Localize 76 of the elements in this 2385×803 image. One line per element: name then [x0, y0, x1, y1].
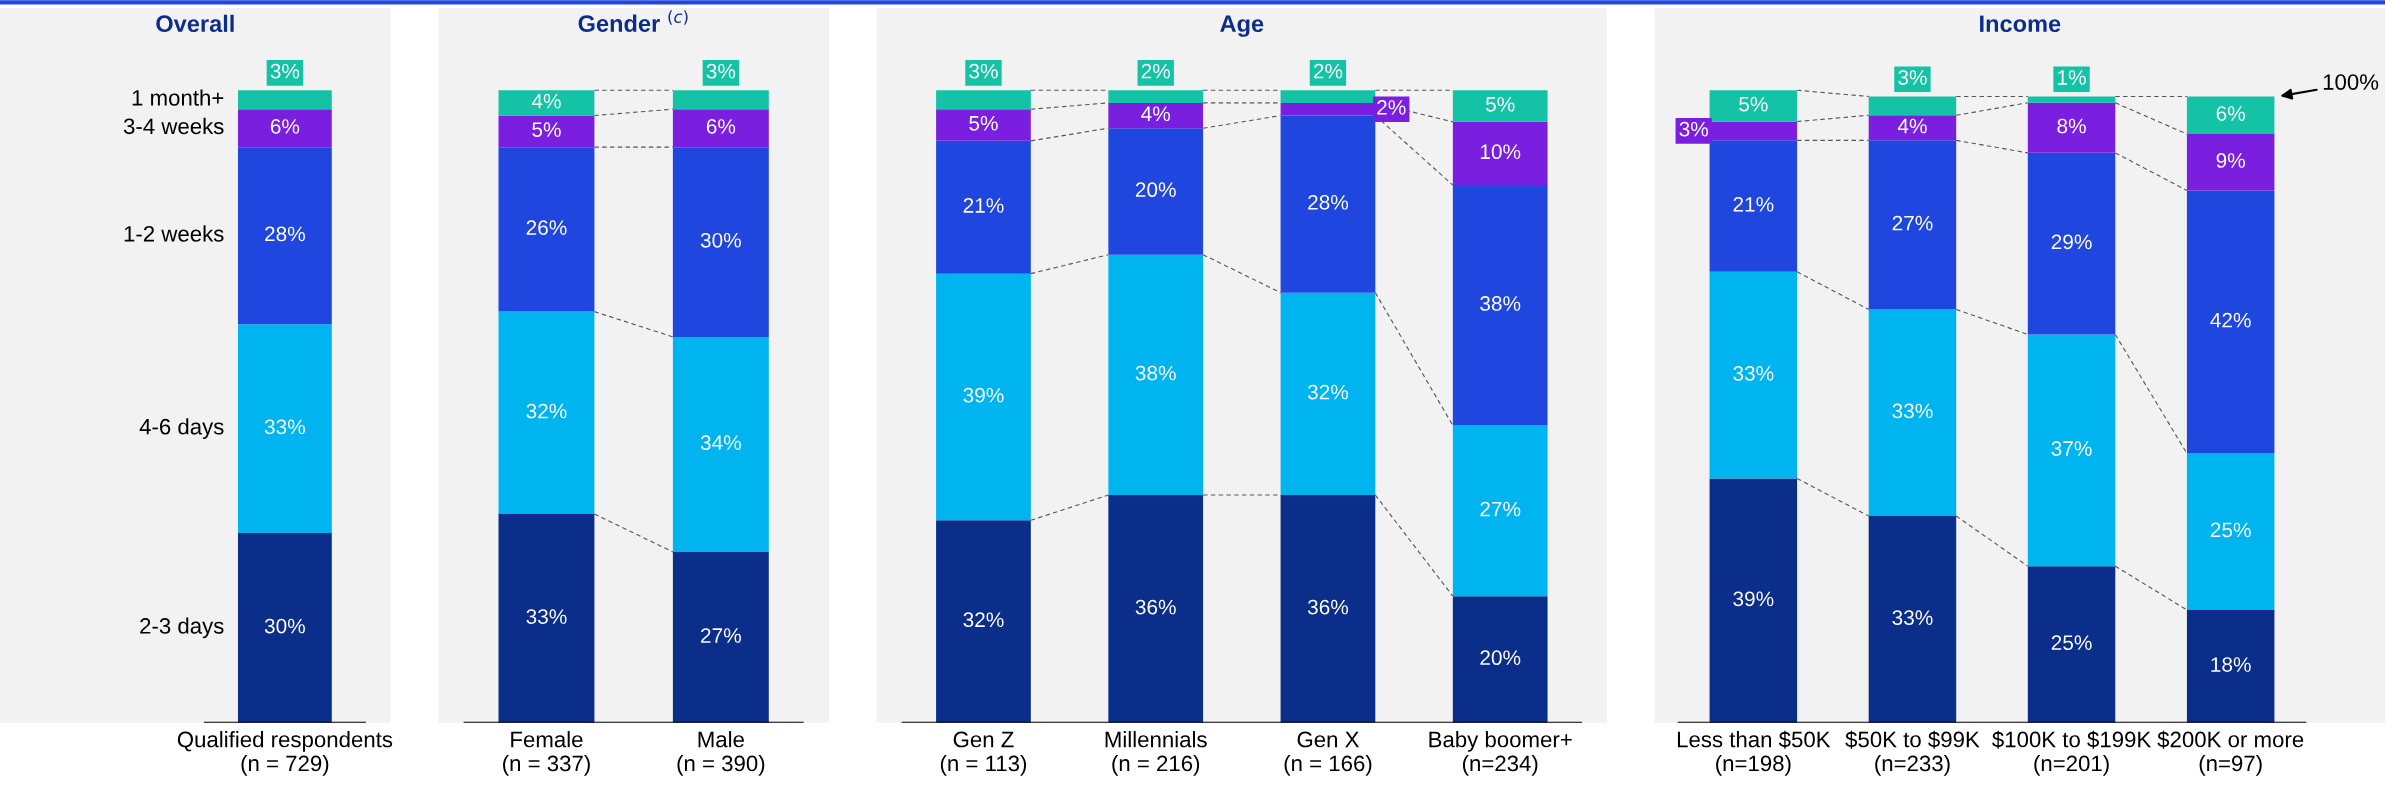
data-label: 33% — [264, 419, 305, 435]
data-label: 6% — [270, 119, 300, 134]
data-label: 27% — [701, 628, 741, 643]
x-tick-label: Male (n = 390) — [677, 731, 765, 776]
data-label: 21% — [963, 198, 1004, 213]
data-label: 1% — [2058, 70, 2086, 85]
x-tick-label: Baby boomer+ (n=234) — [1429, 731, 1572, 776]
chart-title: Age — [1220, 15, 1264, 37]
x-tick-label: Female (n = 337) — [503, 731, 590, 776]
data-label: 5% — [969, 115, 998, 131]
series-label: 1 month+ — [132, 89, 224, 106]
data-label: 3% — [706, 63, 736, 79]
data-label: 28% — [1308, 194, 1349, 210]
data-label: 3% — [1679, 121, 1709, 137]
data-label: 37% — [2051, 441, 2092, 456]
data-label: 32% — [526, 403, 567, 419]
data-label: 29% — [2051, 234, 2092, 250]
data-label: 6% — [2216, 106, 2245, 121]
data-label: 20% — [1480, 650, 1521, 666]
data-label: 5% — [1485, 96, 1515, 112]
data-label: 27% — [1892, 215, 1933, 231]
data-label: 36% — [1307, 599, 1349, 615]
data-label: 33% — [1733, 366, 1774, 381]
data-label: 39% — [963, 387, 1004, 403]
data-label: 25% — [2210, 522, 2251, 538]
data-label: 39% — [1733, 591, 1774, 607]
data-label: 38% — [1135, 365, 1176, 381]
series-label: 3-4 weeks — [123, 117, 224, 135]
data-label: 36% — [1135, 599, 1176, 615]
data-label: 6% — [706, 119, 736, 134]
data-label: 5% — [532, 122, 561, 137]
x-tick-label: Qualified respondents (n = 729) — [177, 731, 393, 776]
data-label: 30% — [264, 618, 305, 634]
x-tick-label: Millennials (n = 216) — [1105, 731, 1207, 776]
data-label: 26% — [526, 220, 567, 235]
x-tick-label: $50K to $99K (n=233) — [1845, 730, 1980, 776]
x-tick-label: Gen Z (n = 113) — [940, 731, 1027, 776]
data-label: 8% — [2057, 118, 2086, 134]
data-label: 33% — [1892, 403, 1933, 419]
data-label: 32% — [963, 612, 1004, 628]
data-label: 2% — [1141, 63, 1171, 79]
x-tick-label: Gen X (n = 166) — [1284, 731, 1372, 776]
data-label: 4% — [1141, 106, 1171, 122]
data-label: 27% — [1480, 501, 1521, 517]
data-label: 32% — [1307, 384, 1349, 400]
data-label: 3% — [1898, 70, 1927, 85]
x-tick-label: $200K or more (n=97) — [2157, 730, 2304, 776]
data-label: 21% — [1733, 196, 1774, 212]
data-label: 3% — [270, 63, 300, 79]
x-tick-label: Less than $50K (n=198) — [1677, 730, 1831, 776]
series-label: 2-3 days — [140, 617, 224, 639]
data-label: 4% — [531, 93, 561, 109]
series-label: 4-6 days — [139, 418, 224, 439]
data-label: 18% — [2211, 657, 2251, 672]
data-label: 10% — [1480, 144, 1521, 160]
data-label: 33% — [1892, 610, 1933, 625]
data-label: 4% — [1897, 118, 1927, 134]
chart-title: Income — [1980, 15, 2061, 33]
data-label: 25% — [2051, 635, 2092, 651]
data-label: 28% — [265, 226, 305, 242]
data-label: 42% — [2210, 312, 2251, 328]
data-label: 20% — [1135, 182, 1176, 198]
data-label: 5% — [1739, 96, 1768, 112]
data-label: 38% — [1480, 296, 1521, 311]
data-label: 2% — [1377, 100, 1406, 115]
data-label: 30% — [700, 232, 741, 248]
chart-title: Overall — [156, 14, 234, 33]
data-label: 9% — [2216, 153, 2245, 168]
chart-title: Gender $^{(c)}$ — [578, 10, 688, 32]
data-label: 2% — [1313, 63, 1343, 79]
data-label: 3% — [969, 63, 998, 79]
data-label: 33% — [526, 609, 567, 624]
text: 100% — [2323, 74, 2379, 90]
data-label: 34% — [700, 435, 741, 451]
x-tick-label: $100K to $199K (n=201) — [1992, 730, 2152, 776]
series-label: 1-2 weeks — [124, 225, 224, 242]
